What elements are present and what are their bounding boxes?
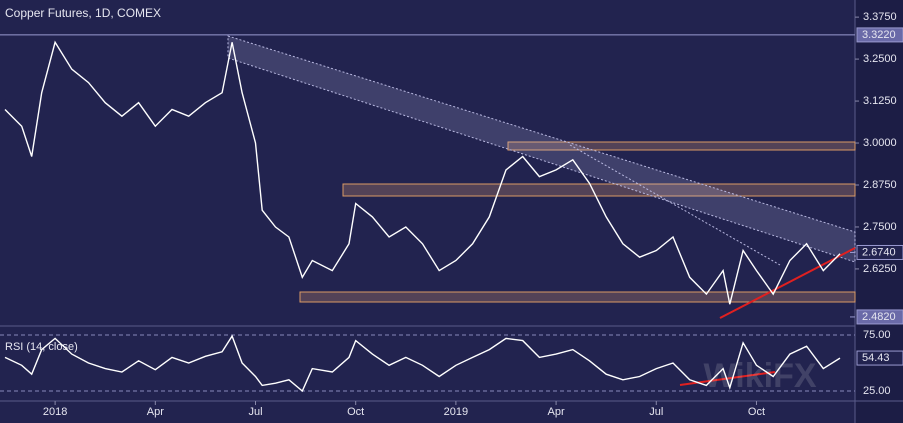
rsi-value-box [856,350,903,366]
x-tick-label: Oct [748,406,765,418]
price-line [4,40,841,305]
y-tick-label: 3.3750 [863,11,897,23]
x-tick-label: Jul [649,406,663,418]
x-tick-label: Jul [248,406,262,418]
x-tick-label: Apr [147,406,164,418]
x-tick-label: Oct [347,406,364,418]
y-tick-label: 3.0000 [863,137,897,149]
y-tick-label: 3.2500 [863,53,897,65]
zone [507,141,856,151]
level-box [856,27,903,43]
zone [299,291,856,303]
x-tick-label: 2018 [43,406,67,418]
channel [227,35,856,263]
level-box [856,244,903,260]
level-label: 3.3220 [862,29,896,41]
y-tick-label: 2.6250 [863,263,897,275]
zone [342,183,856,197]
rsi-line [4,334,841,393]
rsi-value-label: 54.43 [862,352,890,364]
y-tick-label: 25.00 [863,385,891,397]
level-box [856,309,903,325]
chart-title: Copper Futures, 1D, COMEX [5,6,161,20]
watermark: WikiFX [703,357,816,395]
level-label: 2.4820 [862,311,896,323]
y-tick-label: 2.8750 [863,179,897,191]
trendline [569,144,781,266]
rsi-title: RSI (14, close) [5,341,78,353]
rsi-trendline [679,371,776,386]
level-label: 2.6740 [862,246,896,258]
y-tick-label: 3.1250 [863,95,897,107]
y-tick-label: 75.00 [863,329,891,341]
trendline [719,247,856,319]
x-tick-label: Apr [548,406,565,418]
x-tick-label: 2019 [444,406,468,418]
y-tick-label: 2.7500 [863,221,897,233]
